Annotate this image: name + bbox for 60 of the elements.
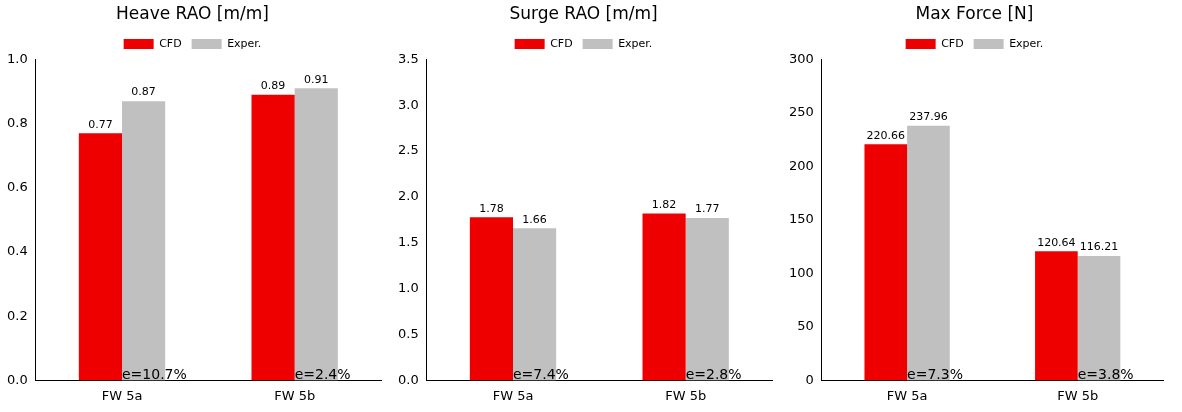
chart-title: Heave RAO [m/m] bbox=[116, 2, 269, 23]
bar bbox=[1035, 251, 1078, 381]
data-label: 116.21 bbox=[1079, 240, 1119, 254]
annotation: e=2.4% bbox=[294, 366, 351, 383]
y-tick-label: 1.5 bbox=[397, 234, 419, 250]
data-label: 120.64 bbox=[1037, 235, 1076, 249]
legend-label: CFD bbox=[550, 36, 573, 50]
bar bbox=[469, 217, 514, 381]
data-label: 0.89 bbox=[260, 79, 286, 93]
y-tick-label: 0.5 bbox=[397, 325, 419, 341]
y-tick-label: 3.5 bbox=[397, 50, 419, 66]
data-label: 0.91 bbox=[304, 72, 329, 86]
y-tick-label: 3.0 bbox=[397, 96, 419, 112]
y-tick-label: 250 bbox=[788, 104, 814, 120]
y-tick-label: 1.0 bbox=[397, 280, 419, 296]
y-tick-label: 0.6 bbox=[6, 179, 28, 195]
data-label: 1.78 bbox=[479, 201, 504, 215]
y-tick-label: 100 bbox=[788, 264, 814, 280]
annotation: e=7.3% bbox=[907, 366, 964, 383]
legend-label: CFD bbox=[941, 36, 964, 50]
bar bbox=[78, 133, 123, 381]
x-tick-label: FW 5a bbox=[101, 387, 143, 403]
y-tick-label: 200 bbox=[788, 157, 814, 173]
y-tick-label: 0.4 bbox=[6, 243, 28, 259]
chart-title: Surge RAO [m/m] bbox=[509, 2, 658, 23]
annotation: e=10.7% bbox=[122, 366, 187, 383]
legend-label: Exper. bbox=[1009, 36, 1044, 50]
y-tick-label: 0.2 bbox=[6, 307, 28, 323]
data-label: 1.66 bbox=[522, 212, 547, 226]
y-tick-label: 2.5 bbox=[397, 142, 419, 158]
y-tick-label: 0.8 bbox=[6, 114, 28, 130]
data-label: 1.77 bbox=[695, 202, 720, 216]
annotation: e=3.8% bbox=[1077, 366, 1134, 383]
y-tick-label: 0 bbox=[805, 371, 814, 387]
legend-label: Exper. bbox=[618, 36, 653, 50]
data-label: 0.87 bbox=[131, 85, 156, 99]
data-label: 0.77 bbox=[88, 117, 113, 131]
bar bbox=[864, 144, 908, 381]
x-tick-label: FW 5a bbox=[886, 387, 928, 403]
chart-title: Max Force [N] bbox=[915, 2, 1034, 23]
annotation: e=7.4% bbox=[513, 366, 569, 383]
data-label: 237.96 bbox=[909, 110, 948, 124]
x-tick-label: FW 5b bbox=[274, 387, 316, 403]
bar bbox=[251, 94, 295, 381]
annotation: e=2.8% bbox=[685, 366, 742, 383]
x-tick-label: FW 5b bbox=[1057, 387, 1099, 403]
data-label: 220.66 bbox=[866, 128, 906, 142]
bar bbox=[642, 213, 686, 381]
y-tick-label: 50 bbox=[797, 318, 814, 334]
legend-label: Exper. bbox=[227, 36, 262, 50]
y-tick-label: 150 bbox=[788, 211, 814, 227]
x-tick-label: FW 5b bbox=[665, 387, 707, 403]
y-tick-label: 0.0 bbox=[397, 371, 419, 387]
x-tick-label: FW 5a bbox=[492, 387, 534, 403]
data-label: 1.82 bbox=[651, 197, 677, 211]
y-tick-label: 0.0 bbox=[6, 371, 28, 387]
y-tick-label: 300 bbox=[788, 50, 814, 66]
legend-label: CFD bbox=[159, 36, 182, 50]
y-tick-label: 2.0 bbox=[397, 188, 419, 204]
y-tick-label: 1.0 bbox=[6, 50, 28, 66]
